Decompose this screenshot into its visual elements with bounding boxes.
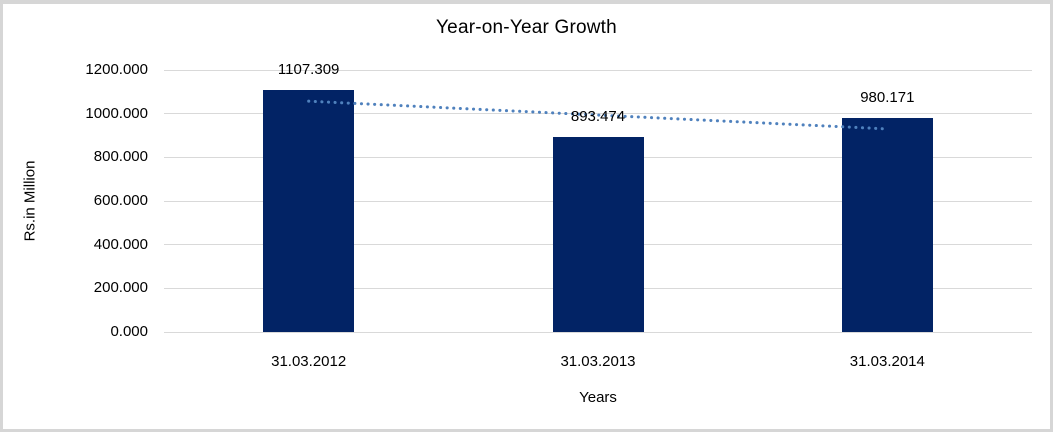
x-tick-label: 31.03.2012 — [271, 353, 347, 370]
bar-31.03.2012 — [263, 90, 355, 332]
bar-31.03.2013 — [552, 136, 644, 332]
bar-31.03.2014 — [841, 117, 933, 332]
y-tick-label: 1000.000 — [85, 104, 148, 122]
x-axis-title: Years — [579, 389, 617, 406]
y-tick-label: 800.000 — [93, 148, 148, 166]
y-tick-label: 0.000 — [110, 323, 148, 340]
y-tick-label: 400.000 — [93, 235, 148, 253]
bar-value-label: 1107.309 — [277, 61, 340, 79]
gridline — [164, 69, 1032, 71]
bar-value-label: 893.474 — [570, 107, 626, 125]
chart-title: Year-on-Year Growth — [436, 17, 617, 38]
y-tick-label: 200.000 — [93, 279, 148, 297]
y-tick-label: 1200.000 — [85, 61, 148, 78]
y-tick-label: 600.000 — [93, 192, 148, 209]
x-tick-label: 31.03.2013 — [560, 353, 636, 370]
gridline — [164, 331, 1032, 333]
bar-value-label: 980.171 — [860, 88, 915, 106]
plot-area: 1107.309 893.474 980.171 — [164, 61, 1032, 333]
x-tick-label: 31.03.2014 — [849, 353, 925, 370]
